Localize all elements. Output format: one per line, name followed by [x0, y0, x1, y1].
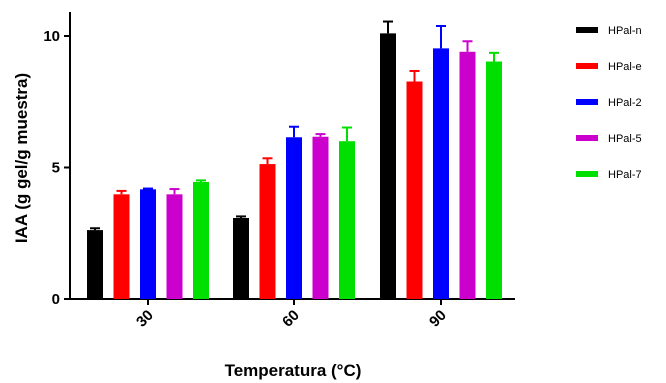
bar-hpal-e-60	[259, 164, 276, 299]
legend-swatch	[576, 27, 598, 33]
bar-hpal-7-90	[486, 61, 502, 299]
legend-label: HPal-5	[608, 133, 642, 145]
bar-hpal-5-90	[459, 51, 476, 299]
y-tick-label: 10	[43, 28, 60, 45]
x-axis-title: Temperatura (°C)	[225, 361, 362, 380]
legend-label: HPal-7	[608, 169, 642, 181]
x-tick-label: 60	[279, 307, 303, 331]
legend-swatch	[576, 63, 598, 69]
legend-label: HPal-2	[608, 97, 642, 109]
legend-swatch	[576, 135, 598, 141]
y-tick-label: 5	[52, 160, 60, 177]
bar-hpal-5-30	[166, 194, 183, 299]
bar-hpal-n-60	[233, 217, 249, 299]
bar-hpal-2-90	[433, 48, 449, 300]
bar-hpal-7-60	[339, 141, 355, 299]
x-tick-label: 30	[133, 307, 157, 331]
legend-label: HPal-n	[608, 25, 642, 37]
y-tick-label: 0	[52, 291, 60, 308]
y-axis: 0 5 10	[43, 12, 71, 308]
bar-hpal-7-30	[193, 181, 209, 299]
bar-hpal-2-60	[286, 137, 302, 299]
legend-swatch	[576, 99, 598, 105]
bar-hpal-n-90	[380, 33, 396, 300]
bar-hpal-n-30	[87, 230, 103, 299]
legend-swatch	[576, 171, 598, 177]
legend: HPal-n HPal-e HPal-2 HPal-5 HPal-7	[576, 25, 642, 181]
legend-label: HPal-e	[608, 61, 642, 73]
bar-hpal-e-30	[113, 194, 130, 299]
bar-hpal-5-60	[312, 136, 329, 299]
bar-hpal-2-30	[140, 189, 156, 299]
bar-series	[87, 20, 502, 300]
y-axis-title: IAA (g gel/g muestra)	[12, 73, 31, 243]
x-axis: 30 60 90	[69, 298, 515, 331]
bar-hpal-e-90	[406, 81, 423, 300]
x-tick-label: 90	[426, 307, 450, 331]
